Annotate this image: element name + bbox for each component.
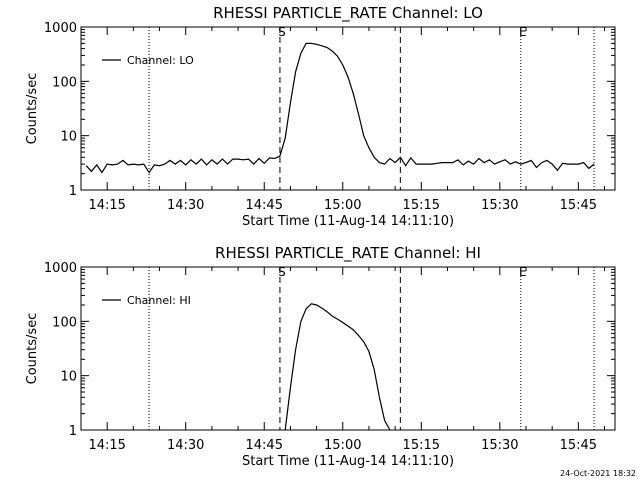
y-tick-label: 1 [69, 424, 77, 439]
y-axis-label: Counts/sec [25, 73, 40, 145]
x-axis-label: Start Time (11-Aug-14 14:11:10) [242, 454, 454, 469]
y-tick-label: 1000 [44, 261, 77, 276]
y-tick-label: 1 [69, 184, 77, 199]
generation-timestamp: 24-Oct-2021 18:32 [560, 469, 636, 478]
x-tick-label: 15:00 [324, 198, 361, 213]
x-tick-label: 15:00 [324, 438, 361, 453]
x-tick-label: 15:30 [481, 438, 518, 453]
legend-label: Channel: HI [127, 294, 191, 307]
series-line [85, 42, 595, 174]
y-tick-label: 10 [60, 130, 77, 145]
marker-label: S [278, 25, 286, 39]
x-tick-label: 14:30 [167, 198, 204, 213]
legend-label: Channel: LO [127, 54, 194, 67]
x-tick-label: 15:15 [403, 198, 440, 213]
y-axis-label: Counts/sec [25, 313, 40, 385]
x-tick-label: 15:30 [481, 198, 518, 213]
x-axis-label: Start Time (11-Aug-14 14:11:10) [242, 214, 454, 229]
x-tick-label: 14:30 [167, 438, 204, 453]
x-tick-label: 14:45 [246, 438, 283, 453]
x-tick-label: 15:45 [560, 198, 597, 213]
x-tick-label: 14:15 [88, 198, 125, 213]
series-line [284, 303, 391, 431]
x-tick-label: 14:45 [246, 198, 283, 213]
marker-label: E [519, 265, 527, 279]
y-tick-label: 10 [60, 370, 77, 385]
x-tick-label: 14:15 [88, 438, 125, 453]
panel-hi: RHESSI PARTICLE_RATE Channel: HI 14:15 14:… [25, 244, 616, 469]
chart-title: RHESSI PARTICLE_RATE Channel: HI [215, 244, 481, 263]
marker-label: S [278, 265, 286, 279]
marker-label: E [519, 25, 527, 39]
panel-lo: RHESSI PARTICLE_RATE Channel: LO 14:15 14:… [25, 4, 616, 229]
x-tick-label: 15:15 [403, 438, 440, 453]
chart-title: RHESSI PARTICLE_RATE Channel: LO [213, 4, 483, 23]
plot-frame [80, 266, 616, 431]
plot-frame [80, 26, 616, 191]
y-tick-label: 100 [52, 75, 77, 90]
y-tick-label: 1000 [44, 21, 77, 36]
x-tick-label: 15:45 [560, 438, 597, 453]
y-tick-label: 100 [52, 315, 77, 330]
